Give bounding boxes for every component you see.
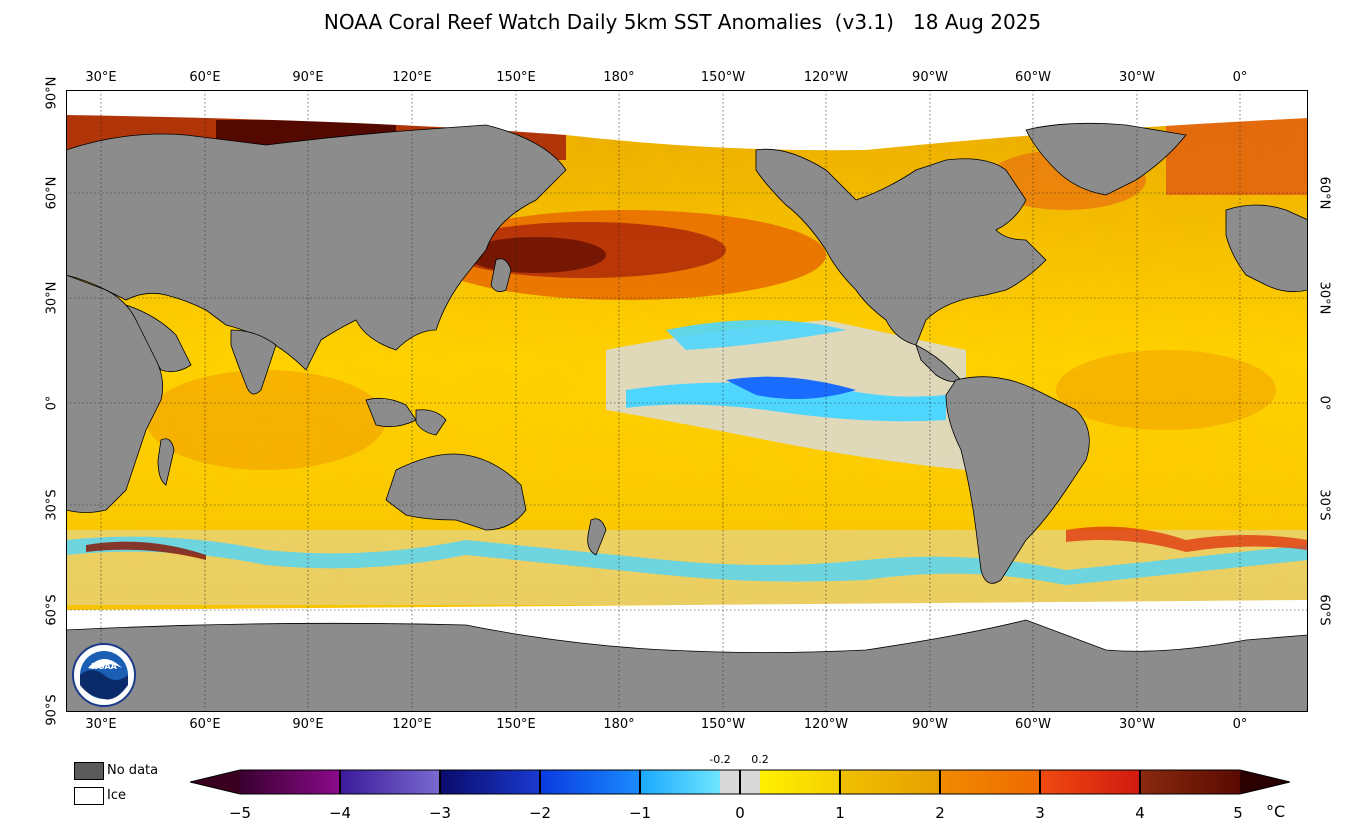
colorbar-small-tick: 0.2 <box>751 753 769 766</box>
map-frame <box>66 90 1308 712</box>
lon-label: 30°W <box>1119 70 1155 85</box>
antarctica <box>66 619 1308 712</box>
no-data-swatch <box>74 762 104 780</box>
lon-label: 0° <box>1232 717 1248 732</box>
colorbar-tick: 5 <box>1233 804 1243 822</box>
australia <box>385 453 527 531</box>
colorbar-low-arrow <box>190 770 240 794</box>
south-america <box>945 376 1090 584</box>
ice-swatch <box>74 787 104 805</box>
lon-label: 180° <box>603 717 635 732</box>
arctic-ice <box>66 90 1308 151</box>
lat-label: 0° <box>1316 395 1332 411</box>
no-data-label: No data <box>107 763 159 778</box>
anomaly-cold-tongue <box>626 382 946 422</box>
colorbar-small-tick: -0.2 <box>709 753 731 766</box>
lon-label: 150°E <box>496 70 536 85</box>
anomaly-indian-ocean <box>146 370 386 470</box>
colorbar-segment <box>940 770 1040 794</box>
lat-label: 30°S <box>1316 489 1332 521</box>
madagascar <box>157 438 175 486</box>
lat-label: 0° <box>44 395 60 411</box>
anomaly-north-atlantic <box>1166 115 1308 195</box>
colorbar-segment <box>540 770 640 794</box>
graticule <box>66 90 1308 712</box>
lat-label: 30°N <box>44 281 60 315</box>
lon-label: 0° <box>1232 70 1248 85</box>
colorbar-segment <box>1040 770 1140 794</box>
lat-label: 30°N <box>1316 281 1332 315</box>
europe <box>1225 204 1308 293</box>
colorbar-tick: 0 <box>735 804 745 822</box>
colorbar-segment <box>240 770 340 794</box>
colorbar-segment <box>1140 770 1240 794</box>
lon-label: 60°E <box>189 70 221 85</box>
lon-label: 150°E <box>496 717 536 732</box>
africa <box>66 274 164 513</box>
colorbar-tick: −2 <box>528 804 552 822</box>
noaa-logo: NOAA <box>72 643 136 707</box>
new-guinea <box>415 409 447 436</box>
colorbar-segment <box>340 770 440 794</box>
lat-label: 60°S <box>44 594 60 626</box>
colorbar-tick: −1 <box>628 804 652 822</box>
logo-text: NOAA <box>91 662 117 671</box>
south-atlantic-warm-streak <box>1066 526 1308 552</box>
colorbar-tick: 2 <box>935 804 945 822</box>
new-zealand <box>587 518 607 556</box>
lat-label: 90°N <box>44 76 60 110</box>
map-title: NOAA Coral Reef Watch Daily 5km SST Anom… <box>323 10 1042 34</box>
lon-label: 30°W <box>1119 717 1155 732</box>
colorbar-segment <box>840 770 940 794</box>
colorbar-segment <box>640 770 720 794</box>
lon-label: 90°E <box>292 70 324 85</box>
anomaly-north-cold-band <box>666 320 846 350</box>
lon-label: 60°E <box>189 717 221 732</box>
lon-label: 60°W <box>1015 717 1051 732</box>
lon-label: 120°W <box>803 70 849 85</box>
india <box>230 329 277 395</box>
lat-label: 60°N <box>44 176 60 210</box>
colorbar-outline <box>190 769 1290 795</box>
colorbar-tick: 3 <box>1035 804 1045 822</box>
colorbar-tick: −4 <box>328 804 352 822</box>
arabian-peninsula <box>125 304 192 373</box>
colorbar <box>190 769 1290 795</box>
lon-label: 120°E <box>392 717 432 732</box>
lon-label: 180° <box>603 70 635 85</box>
lon-label: 120°E <box>392 70 432 85</box>
lon-label: 120°W <box>803 717 849 732</box>
ice-label: Ice <box>107 788 126 803</box>
lon-label: 150°W <box>700 70 746 85</box>
colorbar-tick: 1 <box>835 804 845 822</box>
greenland <box>1025 122 1187 196</box>
japan <box>490 258 512 293</box>
colorbar-segment <box>760 770 840 794</box>
anomaly-cold-core <box>726 376 856 399</box>
southern-ocean-warm-streak <box>86 541 206 560</box>
anomaly-south-atlantic <box>1056 350 1276 430</box>
colorbar-unit: °C <box>1266 802 1286 821</box>
lat-label: 60°N <box>1316 176 1332 210</box>
landmasses <box>66 122 1308 712</box>
colorbar-tick: 4 <box>1135 804 1145 822</box>
lon-label: 60°W <box>1015 70 1051 85</box>
colorbar-tick: −5 <box>228 804 252 822</box>
colorbar-tick: −3 <box>428 804 452 822</box>
colorbar-high-arrow <box>1240 770 1290 794</box>
lat-label: 90°S <box>44 694 60 726</box>
lon-label: 30°E <box>85 717 117 732</box>
lon-label: 90°E <box>292 717 324 732</box>
lon-label: 150°W <box>700 717 746 732</box>
lon-label: 90°W <box>912 70 948 85</box>
eurasia <box>66 124 567 371</box>
lon-label: 90°W <box>912 717 948 732</box>
colorbar-segment <box>440 770 540 794</box>
lon-label: 30°E <box>85 70 117 85</box>
lat-label: 30°S <box>44 489 60 521</box>
sst-anomaly-map: NOAA <box>66 90 1308 712</box>
lat-label: 60°S <box>1316 594 1332 626</box>
colorbar-dividers <box>339 770 1141 794</box>
